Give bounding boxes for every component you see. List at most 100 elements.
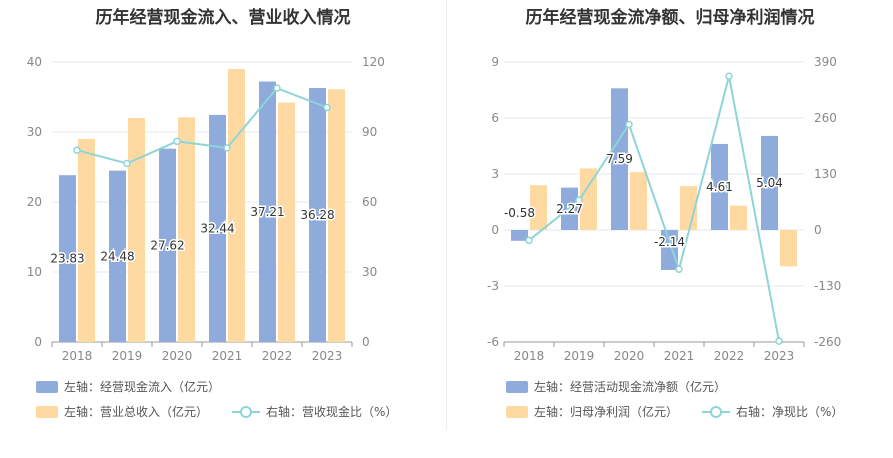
line-point (525, 236, 533, 245)
data-label: 32.44 (200, 221, 234, 235)
chart-panel-netcash-profit: 历年经营现金流净额、归母净利润情况 -6 -3 0 3 6 9 -260 -130 0 130 26… (447, 0, 893, 458)
data-label: 37.21 (250, 205, 284, 219)
data-label: 5.04 (756, 176, 783, 190)
line-point (73, 146, 81, 154)
line-series (76, 86, 328, 165)
line-point (273, 84, 281, 92)
y-left-tick-label: 0 (34, 335, 42, 349)
y-right-tick-label: -130 (814, 279, 841, 293)
x-tick-label: 2021 (664, 349, 695, 363)
y-right-tick-label: 60 (362, 195, 377, 209)
line-point (775, 337, 783, 345)
legend-item-revenue[interactable]: 左轴：营业总收入（亿元） (36, 403, 208, 420)
line-point (725, 72, 733, 80)
legend-line-swatch (232, 405, 260, 418)
legend-swatch (506, 405, 528, 418)
data-label: 23.83 (50, 252, 84, 266)
line-point (123, 159, 131, 168)
bar-left-series (259, 81, 276, 342)
chart-title: 历年经营现金流入、营业收入情况 (95, 8, 351, 28)
legend-item-inflow[interactable]: 左轴：经营现金流入（亿元） (36, 378, 220, 395)
y-right-tick-label: -260 (814, 335, 841, 349)
bar-right-series (328, 89, 345, 342)
legend-item-ratio[interactable]: 右轴：营收现金比（%） (232, 403, 397, 420)
bar-right-series (630, 172, 647, 230)
bar-left-series (711, 143, 728, 230)
bar-left-series (109, 170, 126, 342)
x-tick-label: 2020 (162, 349, 193, 363)
line-point (223, 144, 231, 152)
chart-title: 历年经营现金流净额、归母净利润情况 (525, 8, 815, 28)
x-tick-label: 2022 (714, 349, 745, 363)
line-point (625, 120, 633, 129)
bar-left-series (761, 135, 778, 230)
legend-label: 左轴：经营现金流入（亿元） (64, 380, 221, 394)
data-label: 7.59 (606, 152, 633, 166)
data-label: 24.48 (100, 249, 134, 263)
y-left-tick-label: -6 (487, 335, 499, 349)
legend-label: 左轴：归母净利润（亿元） (534, 405, 679, 419)
y-left-tick-label: 0 (491, 223, 499, 237)
bar-left-series (209, 114, 226, 342)
y-left-tick-label: 40 (27, 55, 42, 69)
line-point (575, 196, 583, 205)
bar-right-series (530, 185, 547, 230)
bar-left-series (59, 175, 76, 342)
y-left-tick-label: 10 (27, 265, 42, 279)
y-right-tick-label: 260 (814, 111, 837, 125)
bar-left-series (511, 230, 528, 241)
bar-right-series (730, 205, 747, 230)
chart-plot: 0 10 20 30 40 0 30 60 90 120 2018 2019 2020 2021 2022 2… (27, 55, 385, 363)
bar-right-series (278, 102, 295, 342)
data-label: -2.14 (654, 235, 685, 249)
y-right-tick-label: 90 (362, 125, 377, 139)
bar-right-series (78, 139, 95, 342)
data-label: 36.28 (300, 208, 334, 222)
line-point (323, 103, 331, 112)
data-label: 27.62 (150, 238, 184, 252)
y-right-tick-label: 390 (814, 55, 837, 69)
bar-left-series (309, 88, 326, 342)
line-point (173, 137, 181, 146)
y-right-tick-label: 130 (814, 167, 837, 181)
bar-right-series (228, 69, 245, 342)
y-left-tick-label: 3 (491, 167, 499, 181)
x-tick-label: 2023 (764, 349, 795, 363)
panel-divider (446, 0, 447, 430)
x-tick-label: 2023 (312, 349, 343, 363)
data-label: -0.58 (504, 206, 535, 220)
legend-swatch (36, 380, 58, 393)
legend-item-net-profit[interactable]: 左轴：归母净利润（亿元） (506, 403, 678, 420)
y-right-tick-label: 120 (362, 55, 385, 69)
bar-right-series (580, 168, 597, 230)
y-left-tick-label: 6 (491, 111, 499, 125)
bar-left-series (661, 230, 678, 270)
legend-item-net-cash-ratio[interactable]: 右轴：净现比（%） (702, 403, 843, 420)
data-label: 2.27 (556, 202, 583, 216)
legend-label: 右轴：营收现金比（%） (266, 405, 398, 419)
legend-swatch (506, 380, 528, 393)
bar-right-series (178, 117, 195, 342)
x-tick-label: 2019 (112, 349, 143, 363)
x-tick-label: 2018 (62, 349, 93, 363)
y-right-tick-label: 30 (362, 265, 377, 279)
y-left-tick-label: 9 (491, 55, 499, 69)
y-right-tick-label: 0 (814, 223, 822, 237)
legend-label: 左轴：营业总收入（亿元） (64, 405, 209, 419)
legend-label: 左轴：经营活动现金流净额（亿元） (534, 380, 727, 394)
y-left-tick-label: 30 (27, 125, 42, 139)
legend-item-net-cash[interactable]: 左轴：经营活动现金流净额（亿元） (506, 378, 726, 395)
y-left-tick-label: -3 (487, 279, 499, 293)
y-right-tick-label: 0 (362, 335, 370, 349)
line-point (675, 265, 683, 273)
legend-line-swatch (702, 405, 730, 418)
chart-panel-cashflow-revenue: 历年经营现金流入、营业收入情况 0 10 20 30 40 0 30 60 90 120 2018 2… (0, 0, 446, 458)
x-tick-label: 2022 (262, 349, 293, 363)
legend-label: 右轴：净现比（%） (736, 405, 844, 419)
bar-left-series (159, 148, 176, 342)
chart-plot: -6 -3 0 3 6 9 -260 -130 0 130 260 390 2018 2019 2020 20… (487, 55, 841, 363)
bar-left-series (611, 88, 628, 230)
x-tick-label: 2019 (564, 349, 595, 363)
legend-swatch (36, 405, 58, 418)
x-tick-label: 2018 (514, 349, 545, 363)
